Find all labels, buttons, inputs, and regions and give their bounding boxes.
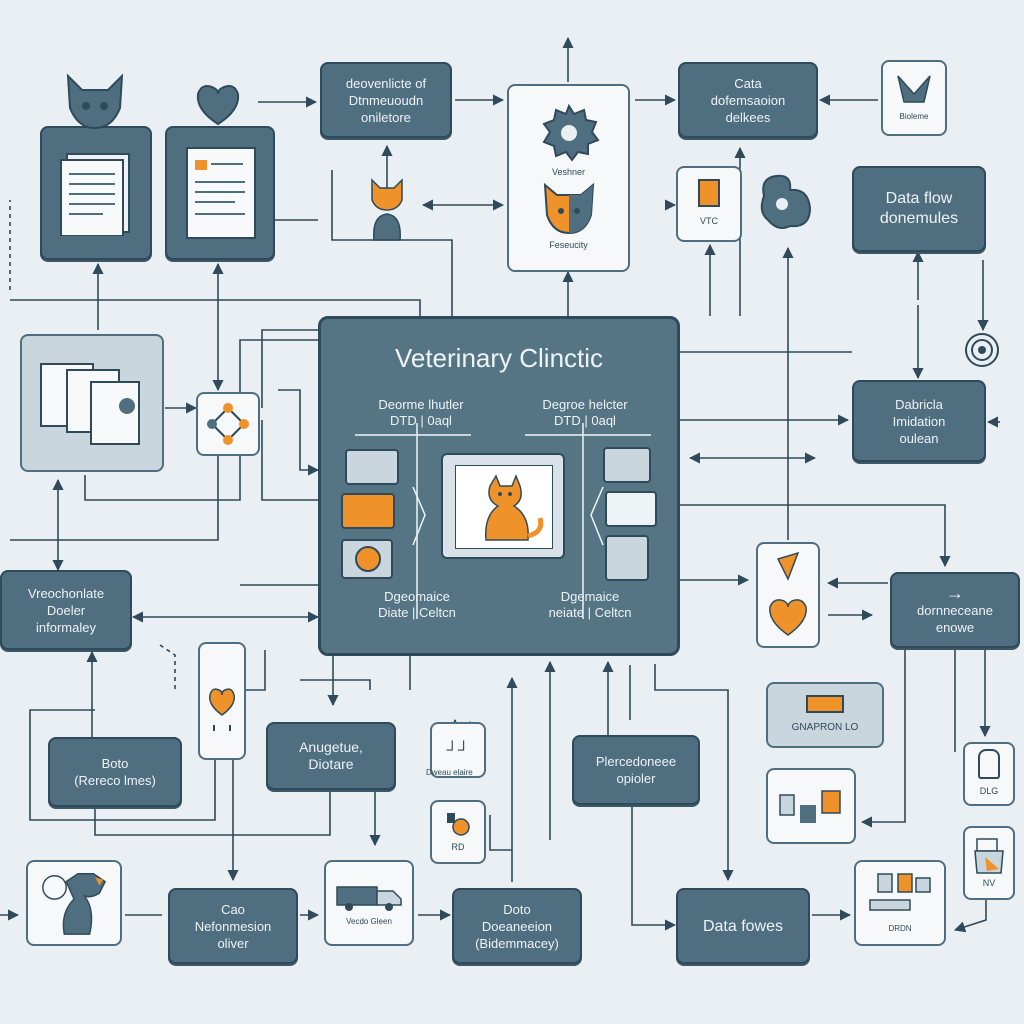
cat-head-icon <box>66 73 124 130</box>
heart-hand-icon <box>769 551 807 636</box>
network-icon <box>207 403 249 445</box>
central-left-top: Deorme lhutler DTD | 0aql <box>378 397 464 428</box>
vtc-label: VTC <box>700 215 718 226</box>
clip-heart-icon <box>196 85 240 126</box>
hooks-card: ┘┘ <box>430 722 486 778</box>
node-cao-bottom-label: Cao Nefonmesion oliver <box>194 901 272 951</box>
key-icon <box>447 812 470 836</box>
sitting-cat-icon <box>42 873 107 935</box>
truck-card: Vecdo Gleen <box>324 860 414 946</box>
central-inner-lines <box>355 423 651 619</box>
orange-cat-icon <box>485 473 544 541</box>
truck-label: Vecdo Gleen <box>346 916 392 926</box>
case-icon <box>869 872 931 911</box>
pill-card <box>198 642 246 760</box>
sitting-cat-card <box>26 860 122 946</box>
gear-cat-card: Veshner Feseucity <box>507 84 630 272</box>
hooks-icon: ┘┘ <box>446 741 470 759</box>
node-data-flow[interactable]: Data flow donemules <box>852 166 986 252</box>
pet-shape-icon <box>897 75 931 103</box>
nv-card: NV <box>963 826 1015 900</box>
central-title: Veterinary Clinctic <box>394 343 604 373</box>
central-right-bottom: Dgemaice neiate | Celtcn <box>548 589 632 620</box>
node-top-1[interactable]: deovenlicte of Dtnmeuoudn oniletore <box>320 62 452 138</box>
node-data-fowes-label: Data fowes <box>702 917 784 935</box>
arrow-right-icon: → <box>946 582 964 603</box>
truck-icon <box>336 885 402 911</box>
node-data-flow-label: Data flow donemules <box>879 190 959 227</box>
gear-icon <box>541 103 600 162</box>
node-doto-bottom-label: Doto Doeaneeion (Bidemmacey) <box>475 901 559 951</box>
case-card: DRDN <box>854 860 946 946</box>
node-anugetue[interactable]: Anugetue, Diotare <box>266 722 396 790</box>
vtc-card: VTC <box>676 166 742 242</box>
central-clinic-box[interactable]: Veterinary Clinctic Deorme lhutler DTD |… <box>318 316 680 656</box>
orange-box-label: GNAPRON LO <box>791 721 859 733</box>
node-left-mid-label: Vreochonlate Doeler informaley <box>27 585 105 635</box>
left-icon-1 <box>345 449 399 485</box>
jar-icon <box>974 837 1004 874</box>
rd-card: RD <box>430 800 486 864</box>
node-right-low-label: dornneceane enowe <box>917 602 993 635</box>
right-icon-3 <box>605 535 649 581</box>
stacked-files-icon <box>40 363 140 445</box>
bioleme-card: Bioleme <box>881 60 947 136</box>
document-icon <box>60 153 130 236</box>
orange-box-card: GNAPRON LO <box>766 682 884 748</box>
right-icon-1 <box>603 447 651 483</box>
node-top-1-label: deovenlicte of Dtnmeuoudn oniletore <box>345 75 427 125</box>
bottle-icon <box>978 748 1000 779</box>
document-card-2 <box>165 126 275 260</box>
node-top-2-label: Cata dofemsaoion delkees <box>710 75 786 125</box>
dlg-card: DLG <box>963 742 1015 806</box>
nv-label: NV <box>982 877 996 888</box>
cat-face-icon <box>543 182 594 235</box>
node-right-low[interactable]: → dornneceane enowe <box>890 572 1020 648</box>
tools-card <box>766 768 856 844</box>
node-plercedoneee[interactable]: Plercedoneee opioler <box>572 735 700 805</box>
node-left-mid[interactable]: Vreochonlate Doeler informaley <box>0 570 132 650</box>
document-card-1 <box>40 126 152 260</box>
node-right-mid[interactable]: Dabricla Imidation oulean <box>852 380 986 462</box>
bioleme-label: Bioleme <box>899 111 929 121</box>
rd-label: RD <box>451 841 465 852</box>
central-right-top: Degroe helcter DTD | 0aql <box>542 397 628 428</box>
orange-tag-icon <box>698 178 720 207</box>
orange-cross-icon <box>806 694 844 713</box>
node-doto-bottom[interactable]: Doto Doeaneeion (Bidemmacey) <box>452 888 582 964</box>
dlg-label: DLG <box>979 785 999 796</box>
node-top-2[interactable]: Cata dofemsaoion delkees <box>678 62 818 138</box>
node-bato[interactable]: Boto (Rereco lmes) <box>48 737 182 807</box>
right-icon-2 <box>605 491 657 527</box>
heart-jar-icon <box>209 688 235 731</box>
cat-portrait-frame <box>441 453 565 559</box>
cat-label: Feseucity <box>549 240 588 250</box>
gear-label: Veshner <box>551 167 586 177</box>
node-data-fowes[interactable]: Data fowes <box>676 888 810 964</box>
left-icon-2 <box>341 493 395 529</box>
target-icon <box>965 333 999 367</box>
node-anugetue-label: Anugetue, Diotare <box>299 739 363 772</box>
puzzle-icon <box>760 174 812 229</box>
network-card <box>196 392 260 456</box>
left-icon-3 <box>341 539 393 579</box>
heart-hand-card <box>756 542 820 648</box>
pill-label: Dweau elaire <box>426 768 473 777</box>
node-plercedoneee-label: Plercedoneee opioler <box>595 754 677 786</box>
case-label: DRDN <box>888 923 912 933</box>
form-icon <box>186 147 256 239</box>
node-cao-bottom[interactable]: Cao Nefonmesion oliver <box>168 888 298 964</box>
node-bato-label: Boto (Rereco lmes) <box>74 756 156 788</box>
cat-figure-icon <box>371 178 403 241</box>
tools-icon <box>779 790 841 823</box>
node-right-mid-label: Dabricla Imidation oulean <box>892 396 946 446</box>
files-card <box>20 334 164 472</box>
